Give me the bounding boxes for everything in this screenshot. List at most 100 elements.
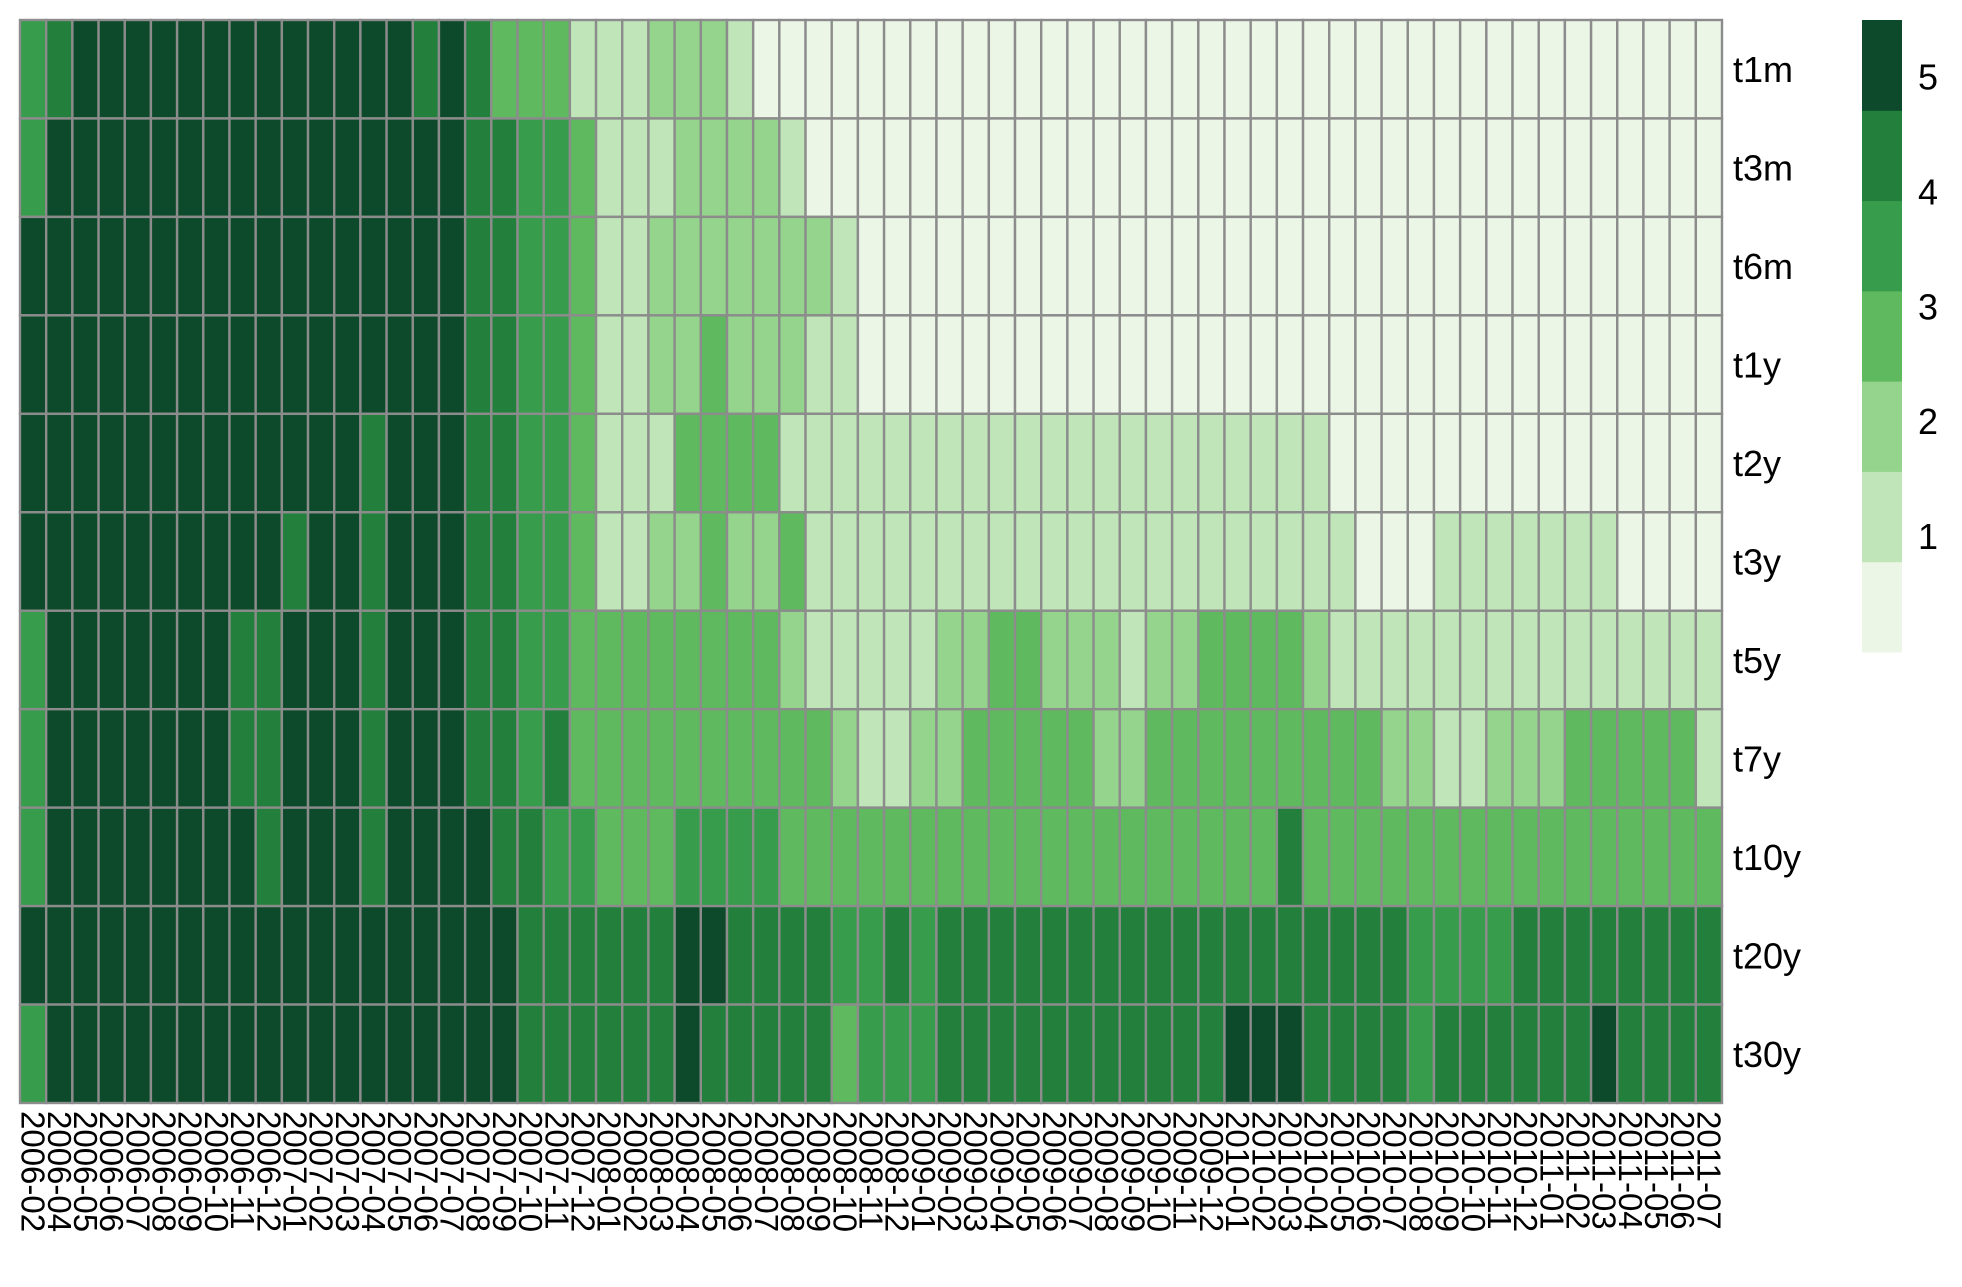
heatmap-cell-t20y-2008-01	[594, 904, 624, 1006]
heatmap-cell-t6m-2008-05	[699, 215, 729, 317]
heatmap-cell-t7y-2007-07	[437, 707, 467, 809]
heatmap-cell-t20y-2010-06	[1354, 904, 1383, 1006]
heatmap-cell-t3y-2007-03	[333, 511, 362, 612]
heatmap-cell-t3y-2008-02	[621, 511, 650, 612]
heatmap-cell-t3m-2010-06	[1354, 117, 1383, 219]
row-label-t1m: t1m	[1733, 49, 1793, 90]
heatmap-cell-t10y-2009-10	[1144, 806, 1174, 908]
heatmap-cell-t1m-2008-03	[647, 18, 676, 120]
heatmap-cell-t5y-2008-08	[778, 609, 807, 711]
heatmap-cell-t3y-2009-02	[935, 511, 964, 612]
heatmap-cell-t5y-2010-08	[1406, 609, 1436, 711]
heatmap-cell-t6m-2010-12	[1511, 215, 1540, 317]
column-label-2008-12: 2008-12	[879, 1111, 916, 1232]
heatmap-cell-t3m-2007-08	[463, 117, 493, 219]
heatmap-cell-t5y-2006-11	[228, 609, 257, 711]
heatmap-cell-t30y-2008-10	[830, 1003, 860, 1105]
column-label-2010-11: 2010-11	[1481, 1111, 1518, 1230]
row-label-t10y: t10y	[1733, 837, 1801, 878]
heatmap-cell-t7y-2009-11	[1170, 707, 1200, 809]
heatmap-cell-t20y-2008-02	[621, 904, 650, 1006]
heatmap-cell-t3m-2011-03	[1589, 117, 1619, 219]
heatmap-cell-t5y-2008-10	[830, 609, 860, 711]
heatmap-cell-t1m-2009-06	[1039, 18, 1069, 120]
heatmap-cell-t5y-2011-03	[1589, 609, 1619, 711]
heatmap-cell-t7y-2008-08	[778, 707, 807, 809]
heatmap-cell-t20y-2010-04	[1301, 904, 1331, 1006]
heatmap-cell-t10y-2008-09	[804, 806, 833, 908]
heatmap-cell-t2y-2007-08	[463, 412, 493, 514]
heatmap-cell-t7y-2006-04	[44, 707, 74, 809]
heatmap-cell-t10y-2011-04	[1616, 806, 1645, 908]
heatmap-cell-t7y-2008-01	[594, 707, 624, 809]
column-label-2010-10: 2010-10	[1455, 1111, 1492, 1232]
heatmap-cell-t10y-2007-05	[385, 806, 414, 908]
heatmap-cell-t30y-2011-06	[1668, 1003, 1698, 1105]
column-label-2009-11: 2009-11	[1167, 1111, 1204, 1230]
heatmap-cell-t2y-2006-11	[228, 412, 257, 514]
heatmap-cell-t30y-2008-07	[751, 1003, 781, 1105]
heatmap-cell-t1m-2009-02	[935, 18, 964, 120]
row-labels: t1m t3m t6m t1y t2y t3y t5y t7y t10y t20y t30y	[1733, 49, 1801, 1075]
heatmap-cell-t1m-2007-11	[542, 18, 572, 120]
heatmap-cell-t7y-2009-05	[1013, 707, 1043, 809]
heatmap-cell-t10y-2010-06	[1354, 806, 1383, 908]
legend-swatch	[1862, 471, 1902, 563]
heatmap-cell-t10y-2006-11	[228, 806, 257, 908]
heatmap-cell-t1y-2010-08	[1406, 314, 1436, 416]
heatmap-cell-t30y-2010-07	[1380, 1003, 1409, 1105]
heatmap-cell-t3m-2006-11	[228, 117, 257, 219]
heatmap-cell-t6m-2006-12	[254, 215, 284, 317]
heatmap-cell-t7y-2006-12	[254, 707, 284, 809]
heatmap-cell-t3y-2010-10	[1458, 511, 1488, 612]
heatmap-cell-t30y-2010-02	[1249, 1003, 1279, 1105]
heatmap-cell-t1y-2011-03	[1589, 314, 1619, 416]
heatmap-cell-t3m-2006-09	[175, 117, 205, 219]
heatmap-cell-t5y-2011-01	[1537, 609, 1567, 711]
heatmap-cell-t7y-2008-11	[856, 707, 886, 809]
heatmap-cell-t3y-2007-08	[463, 511, 493, 612]
heatmap-cell-t6m-2007-02	[306, 215, 336, 317]
heatmap-cells	[18, 18, 1724, 1105]
heatmap-cell-t3m-2008-12	[882, 117, 912, 219]
heatmap-cell-t30y-2008-08	[778, 1003, 807, 1105]
heatmap-cell-t6m-2007-04	[359, 215, 388, 317]
heatmap-cell-t20y-2010-01	[1223, 904, 1252, 1006]
column-label-2008-11: 2008-11	[853, 1111, 890, 1230]
heatmap-cell-t1m-2011-05	[1642, 18, 1671, 120]
heatmap-cell-t10y-2006-02	[18, 806, 48, 908]
heatmap-cell-t1m-2010-12	[1511, 18, 1540, 120]
heatmap-cell-t2y-2007-07	[437, 412, 467, 514]
heatmap-cell-t10y-2008-05	[699, 806, 729, 908]
heatmap-cell-t10y-2007-08	[463, 806, 493, 908]
column-label-2011-04: 2011-04	[1612, 1111, 1649, 1230]
heatmap-cell-t6m-2010-11	[1485, 215, 1514, 317]
heatmap-cell-t10y-2007-10	[516, 806, 545, 908]
heatmap-cell-t1y-2009-11	[1170, 314, 1200, 416]
legend-label-2: 2	[1918, 401, 1938, 442]
heatmap-cell-t7y-2011-06	[1668, 707, 1698, 809]
heatmap-cell-t10y-2010-04	[1301, 806, 1331, 908]
heatmap-cell-t5y-2011-07	[1694, 609, 1724, 711]
heatmap-cell-t1y-2008-03	[647, 314, 676, 416]
heatmap-cell-t7y-2006-02	[18, 707, 48, 809]
legend-label-5: 5	[1918, 56, 1938, 97]
heatmap-cell-t20y-2007-01	[280, 904, 310, 1006]
heatmap-cell-t20y-2009-11	[1170, 904, 1200, 1006]
heatmap-cell-t1m-2010-08	[1406, 18, 1436, 120]
heatmap-cell-t6m-2007-05	[385, 215, 414, 317]
row-label-t6m: t6m	[1733, 246, 1793, 287]
heatmap-cell-t1m-2010-09	[1432, 18, 1462, 120]
column-label-2008-03: 2008-03	[643, 1111, 680, 1232]
column-label-2008-02: 2008-02	[617, 1111, 654, 1232]
heatmap-cell-t1m-2006-12	[254, 18, 284, 120]
heatmap-cell-t7y-2009-03	[961, 707, 991, 809]
heatmap-cell-t20y-2008-10	[830, 904, 860, 1006]
column-label-2009-02: 2009-02	[931, 1111, 968, 1232]
heatmap-cell-t30y-2008-02	[621, 1003, 650, 1105]
heatmap-cell-t30y-2010-05	[1328, 1003, 1357, 1105]
heatmap-cell-t7y-2011-04	[1616, 707, 1645, 809]
heatmap-cell-t30y-2010-01	[1223, 1003, 1252, 1105]
heatmap-cell-t2y-2006-07	[123, 412, 153, 514]
heatmap-cell-t10y-2006-08	[149, 806, 179, 908]
